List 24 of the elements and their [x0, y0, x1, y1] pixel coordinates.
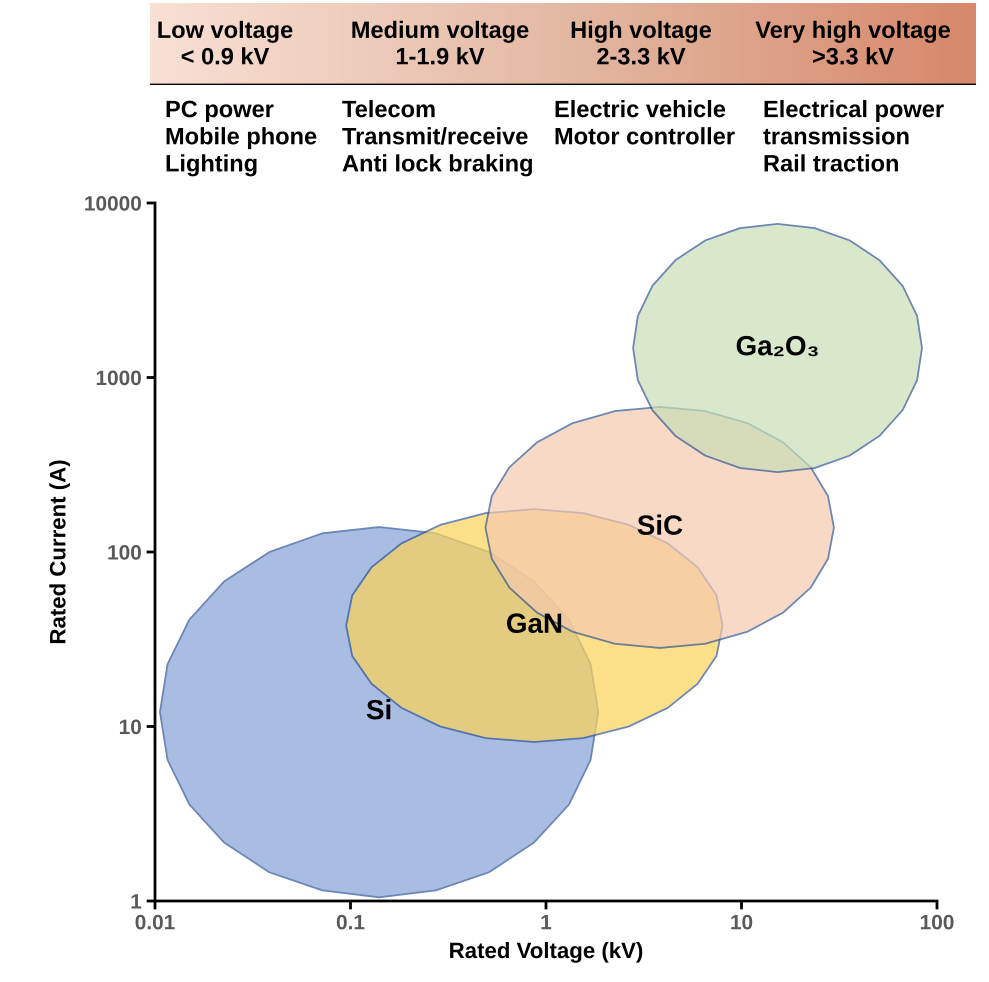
- text: High voltage 2-3.3 kV: [572, 20, 712, 65]
- y-tick-label: 1000: [96, 370, 141, 386]
- x-tick-label: 0.01: [136, 914, 175, 930]
- y-axis-title: Rated Current (A): [49, 460, 70, 644]
- y-tick-label: 1: [132, 894, 142, 909]
- x-tick-label: 0.1: [336, 914, 364, 930]
- text: Electrical power transmission Rail traction: [763, 100, 944, 172]
- series-label: Si: [366, 699, 390, 720]
- x-tick-label: 10: [731, 914, 752, 930]
- x-tick-label: 1: [542, 914, 552, 930]
- x-tick-label: 100: [920, 914, 954, 930]
- text: Low voltage < 0.9 kV: [158, 20, 292, 65]
- text: PC power Mobile phone Lighting: [166, 100, 316, 176]
- text: Telecom Transmit/receive Anti lock braking: [342, 100, 532, 176]
- x-axis-title: Rated Voltage (kV): [450, 942, 642, 963]
- series-label: SiC: [638, 514, 682, 535]
- text: Electric vehicle Motor controller: [556, 100, 735, 144]
- text: Medium voltage 1-1.9 kV: [352, 20, 528, 65]
- text: Very high voltage >3.3 kV: [755, 20, 950, 65]
- series-label: GaN: [507, 613, 562, 634]
- y-tick-label: 100: [108, 545, 141, 560]
- y-tick-label: 10000: [85, 196, 141, 211]
- series-label: Ga₂O₃: [736, 336, 818, 356]
- y-tick-label: 10: [120, 720, 141, 734]
